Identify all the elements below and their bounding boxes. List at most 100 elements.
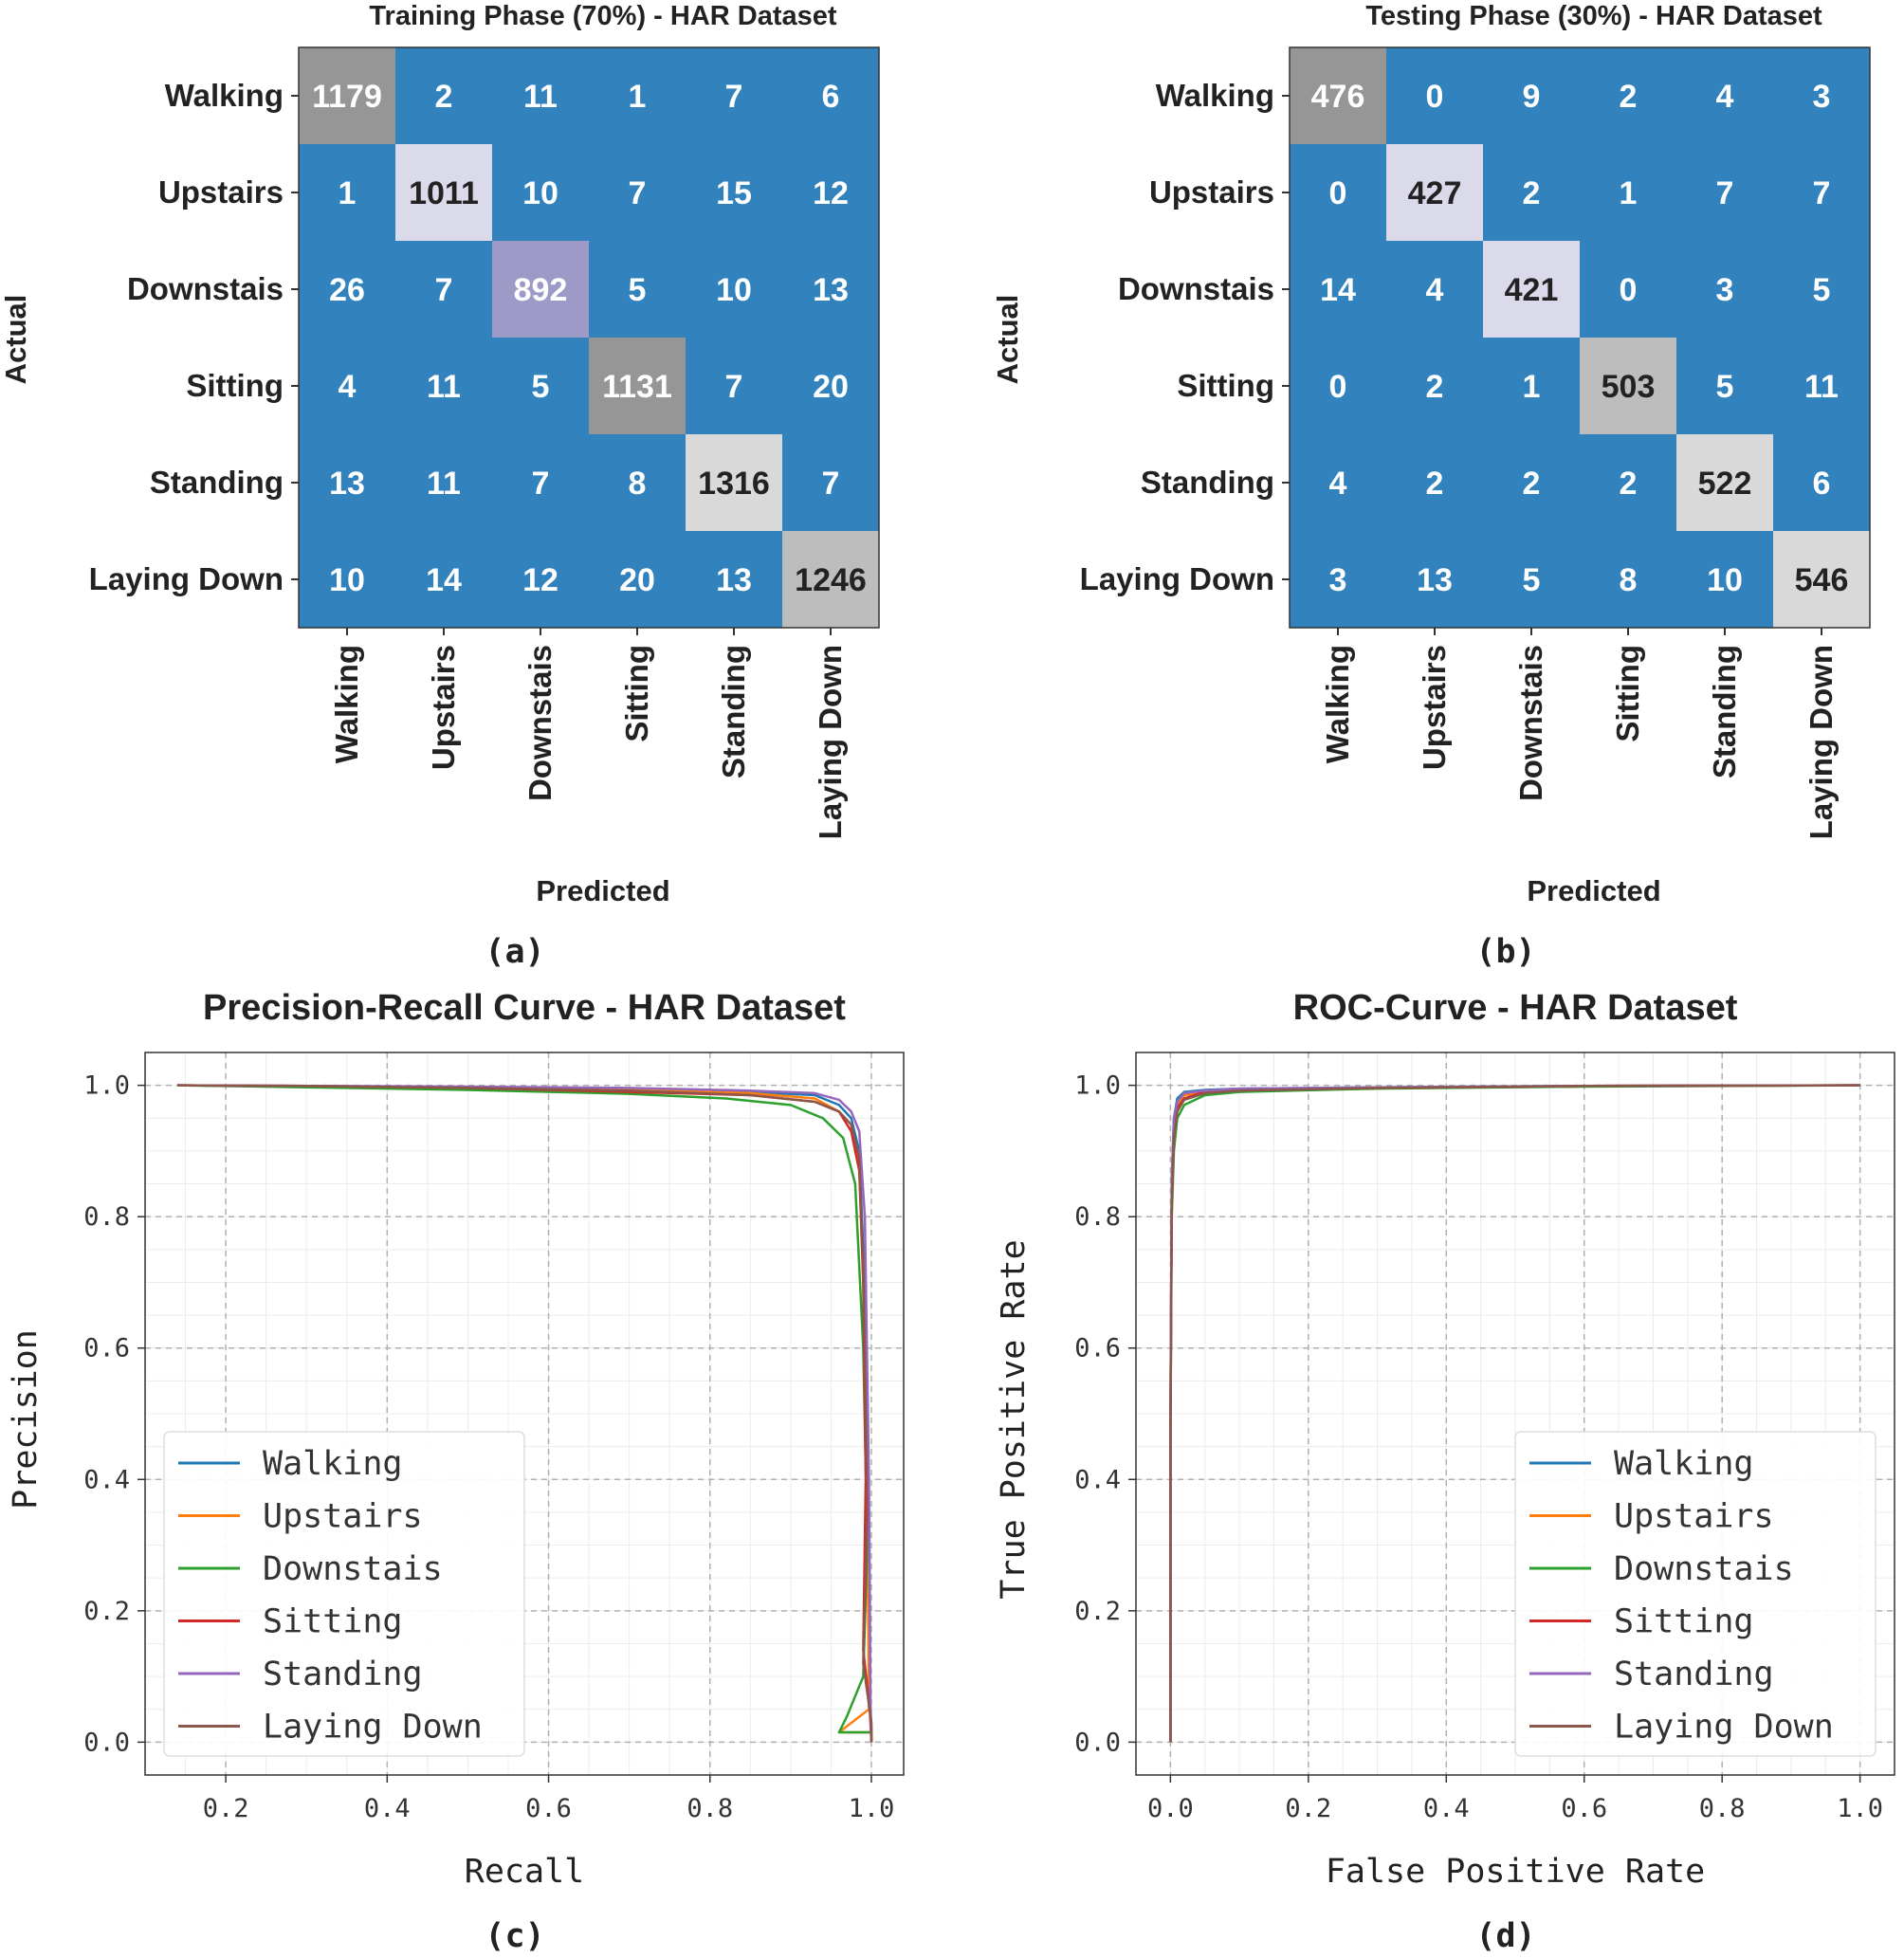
matrix-cell xyxy=(1580,241,1676,338)
column-label: Upstairs xyxy=(426,645,461,770)
matrix-cell xyxy=(395,241,492,338)
matrix-cells: 476 0 9 2 4 3 0 427 2 1 7 7 14 4 421 0 3 5 0 2 1 503 5 11 4 2 2 2 52… xyxy=(1289,46,1871,629)
cell-value: 10 xyxy=(329,562,365,598)
matrix-frame xyxy=(298,46,880,629)
matrix-cell xyxy=(1676,144,1773,241)
chart-title: Precision-Recall Curve - HAR Dataset xyxy=(203,988,846,1028)
cell-value: 7 xyxy=(435,272,453,308)
cell-value: 5 xyxy=(532,369,550,405)
row-label: Laying Down xyxy=(1080,561,1274,596)
legend: Walking Upstairs Downstais Sitting Standing L… xyxy=(1514,1431,1877,1757)
matrix-cell xyxy=(782,241,879,338)
y-axis-label: Precision xyxy=(7,1329,45,1510)
panel-label: (a) xyxy=(485,933,544,971)
x-axis-label: Predicted xyxy=(1527,874,1660,907)
y-axis-label: True Positive Rate xyxy=(995,1239,1033,1599)
cell-value: 11 xyxy=(1804,369,1839,405)
legend-label: Standing xyxy=(1614,1656,1774,1693)
x-axis-label: False Positive Rate xyxy=(1326,1853,1705,1891)
chart-title: Training Phase (70%) - HAR Dataset xyxy=(369,1,836,31)
plot-area: 0.0 0.2 0.4 0.6 0.8 1.0 0.0 0.2 0.4 0.6 0.8 1.0 Walk… xyxy=(1074,1052,1895,1823)
cell-value: 2 xyxy=(1523,175,1541,211)
matrix-cell xyxy=(686,338,782,434)
cell-value: 1 xyxy=(339,175,357,211)
matrix-cell xyxy=(1290,241,1386,338)
cell-value: 1 xyxy=(1620,175,1638,211)
matrix-cell xyxy=(395,434,492,531)
y-tick-label: 0.6 xyxy=(1074,1334,1121,1363)
cell-value: 10 xyxy=(716,272,752,308)
matrix-cell xyxy=(492,434,589,531)
column-labels: Walking Upstairs Downstais Sitting Standing L… xyxy=(1320,628,1839,839)
y-tick-label: 0.0 xyxy=(83,1728,130,1757)
cell-value: 421 xyxy=(1505,272,1559,308)
cell-value: 11 xyxy=(523,79,558,115)
plot-frame xyxy=(1135,1052,1895,1776)
matrix-cell xyxy=(1290,434,1386,531)
y-axis-label: Actual xyxy=(991,295,1024,385)
matrix-cell xyxy=(299,531,395,628)
roc-chart: ROC-Curve - HAR Dataset 0.0 0.2 0.4 0.6 0.8 1… xyxy=(995,988,1895,1955)
column-label: Sitting xyxy=(1610,645,1645,742)
matrix-cell xyxy=(1773,531,1870,628)
y-tick-label: 0.8 xyxy=(1074,1202,1121,1232)
cell-value: 4 xyxy=(1716,79,1734,115)
x-tick-label: 0.0 xyxy=(1147,1794,1194,1823)
series-line-laying-down xyxy=(1169,1084,1860,1743)
panel-label: (b) xyxy=(1475,933,1535,971)
cell-value: 892 xyxy=(514,272,568,308)
matrix-cell xyxy=(589,144,686,241)
legend: Walking Upstairs Downstais Sitting Standing L… xyxy=(163,1431,525,1757)
matrix-cell xyxy=(1773,47,1870,144)
legend-label: Walking xyxy=(1614,1445,1754,1483)
matrix-cell xyxy=(395,144,492,241)
cell-value: 7 xyxy=(725,79,743,115)
panel-label: (d) xyxy=(1475,1917,1535,1955)
column-label: Walking xyxy=(329,645,364,763)
y-tick-label: 0.4 xyxy=(83,1465,130,1494)
matrix-cell xyxy=(1676,241,1773,338)
legend-box xyxy=(1514,1431,1877,1757)
matrix-cell xyxy=(1483,47,1580,144)
matrix-cell xyxy=(1483,144,1580,241)
cell-value: 0 xyxy=(1329,175,1347,211)
cell-value: 20 xyxy=(619,562,655,598)
matrix-cell xyxy=(589,338,686,434)
x-tick-label: 0.2 xyxy=(1285,1794,1331,1823)
matrix-cell xyxy=(1676,434,1773,531)
matrix-cell xyxy=(589,531,686,628)
matrix-cell xyxy=(782,144,879,241)
x-tick-label: 0.8 xyxy=(1699,1794,1746,1823)
matrix-cell xyxy=(299,434,395,531)
cell-value: 12 xyxy=(522,562,558,598)
cell-value: 7 xyxy=(629,175,647,211)
cell-value: 14 xyxy=(1320,272,1356,308)
cell-value: 1 xyxy=(629,79,647,115)
row-label: Downstais xyxy=(1118,271,1274,306)
legend-label: Upstairs xyxy=(1614,1498,1774,1536)
matrix-cell xyxy=(1483,531,1580,628)
x-tick-label: 0.6 xyxy=(525,1794,572,1823)
matrix-cell xyxy=(1386,338,1483,434)
cell-value: 7 xyxy=(822,466,840,502)
matrix-cell xyxy=(1773,338,1870,434)
y-tick-label: 0.0 xyxy=(1074,1728,1121,1757)
matrix-cell xyxy=(1483,338,1580,434)
y-tick-label: 1.0 xyxy=(1074,1071,1121,1101)
cell-value: 3 xyxy=(1716,272,1734,308)
cell-value: 2 xyxy=(435,79,453,115)
column-label: Upstairs xyxy=(1417,645,1452,770)
cell-value: 13 xyxy=(1417,562,1453,598)
cell-value: 2 xyxy=(1620,79,1638,115)
cell-value: 13 xyxy=(813,272,849,308)
plot-area: 0.2 0.4 0.6 0.8 1.0 0.0 0.2 0.4 0.6 0.8 1.0 Walking… xyxy=(83,1052,905,1823)
series-line-laying-down xyxy=(176,1084,873,1743)
chart-title: Testing Phase (30%) - HAR Dataset xyxy=(1365,1,1822,31)
matrix-cell xyxy=(1290,531,1386,628)
y-tick-label: 0.8 xyxy=(83,1202,130,1232)
matrix-cell xyxy=(686,531,782,628)
row-label: Standing xyxy=(150,465,284,500)
cell-value: 13 xyxy=(716,562,752,598)
x-tick-label: 0.8 xyxy=(687,1794,733,1823)
matrix-cell xyxy=(1773,241,1870,338)
